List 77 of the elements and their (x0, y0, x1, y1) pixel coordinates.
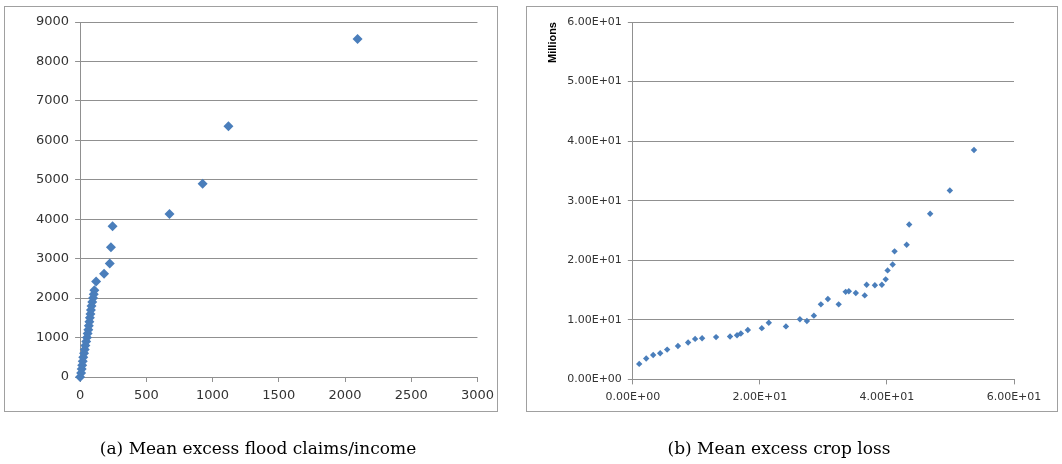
point (674, 342, 682, 350)
x-tick-label: 1000 (196, 387, 230, 403)
y-tick-label: 4.00E+01 (567, 133, 622, 147)
point (684, 339, 692, 346)
x-tick-label: 0.00E+00 (605, 389, 661, 403)
y-tick-label: 5000 (35, 171, 70, 187)
x-tick-label: 500 (133, 387, 159, 403)
point (817, 301, 825, 308)
point (698, 335, 706, 342)
point (663, 346, 671, 353)
point (352, 33, 363, 44)
point (744, 326, 752, 334)
point (903, 241, 910, 248)
point (712, 333, 720, 341)
y-tick-label: 4000 (35, 210, 70, 226)
point (691, 335, 699, 343)
y-tick-label: 3000 (35, 250, 70, 266)
point (733, 332, 741, 339)
y-tick-label: 3.00E+01 (567, 193, 622, 207)
point (636, 360, 643, 368)
point (223, 121, 234, 132)
point (884, 267, 891, 274)
point (970, 146, 978, 154)
point (905, 221, 913, 228)
x-tick-label: 2500 (394, 387, 428, 403)
point (810, 312, 818, 319)
point (863, 281, 870, 288)
point (891, 248, 898, 255)
point (197, 178, 208, 189)
point (99, 268, 110, 279)
y-axis-title: Millions (545, 22, 558, 63)
y-tick-label: 9000 (35, 13, 70, 29)
point (737, 330, 745, 337)
y-tick-label: 0.00E+00 (567, 372, 622, 386)
point (861, 292, 868, 299)
x-tick-label: 6.00E+01 (986, 389, 1042, 403)
x-tick-label: 0 (75, 387, 85, 403)
point (852, 289, 860, 297)
point (824, 295, 832, 303)
text: (b) Mean excess crop loss (667, 438, 891, 459)
point (656, 349, 664, 357)
x-tick-label: 1500 (262, 387, 296, 403)
point (643, 355, 650, 362)
y-tick-label: 7000 (35, 92, 70, 108)
y-tick-label: 1.00E+01 (567, 312, 622, 326)
point (871, 282, 879, 289)
point (91, 276, 102, 287)
y-tick-label: 6.00E+01 (567, 14, 622, 28)
y-tick-label: 8000 (35, 52, 70, 68)
point (878, 281, 886, 288)
point (882, 276, 889, 283)
point (164, 209, 175, 220)
point (946, 187, 954, 194)
point (765, 319, 772, 327)
x-tick-label: 2000 (328, 387, 362, 403)
point (107, 221, 118, 232)
point (105, 242, 116, 253)
x-tick-label: 2.00E+01 (732, 389, 788, 403)
point (726, 333, 734, 340)
y-tick-label: 2.00E+01 (567, 253, 622, 267)
point (796, 316, 804, 323)
point (803, 317, 811, 325)
y-tick-label: 1000 (35, 328, 70, 344)
y-tick-label: 5.00E+01 (567, 74, 622, 88)
point (758, 324, 766, 332)
point (104, 258, 115, 269)
point (926, 210, 934, 218)
point (649, 351, 657, 359)
point (835, 301, 842, 308)
y-tick-label: 6000 (35, 131, 70, 147)
point (889, 261, 896, 268)
point (782, 323, 790, 330)
y-tick-label: 0 (60, 368, 70, 384)
x-tick-label: 3000 (460, 387, 494, 403)
text: (a) Mean excess flood claims/income (99, 438, 417, 459)
y-tick-label: 2000 (35, 289, 70, 305)
x-tick-label: 4.00E+01 (859, 389, 915, 403)
